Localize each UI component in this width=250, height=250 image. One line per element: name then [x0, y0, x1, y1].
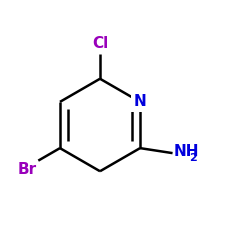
Text: Br: Br — [17, 162, 36, 177]
Text: NH: NH — [174, 144, 199, 159]
Text: N: N — [134, 94, 146, 110]
Text: Cl: Cl — [92, 36, 108, 51]
Text: 2: 2 — [190, 152, 197, 162]
